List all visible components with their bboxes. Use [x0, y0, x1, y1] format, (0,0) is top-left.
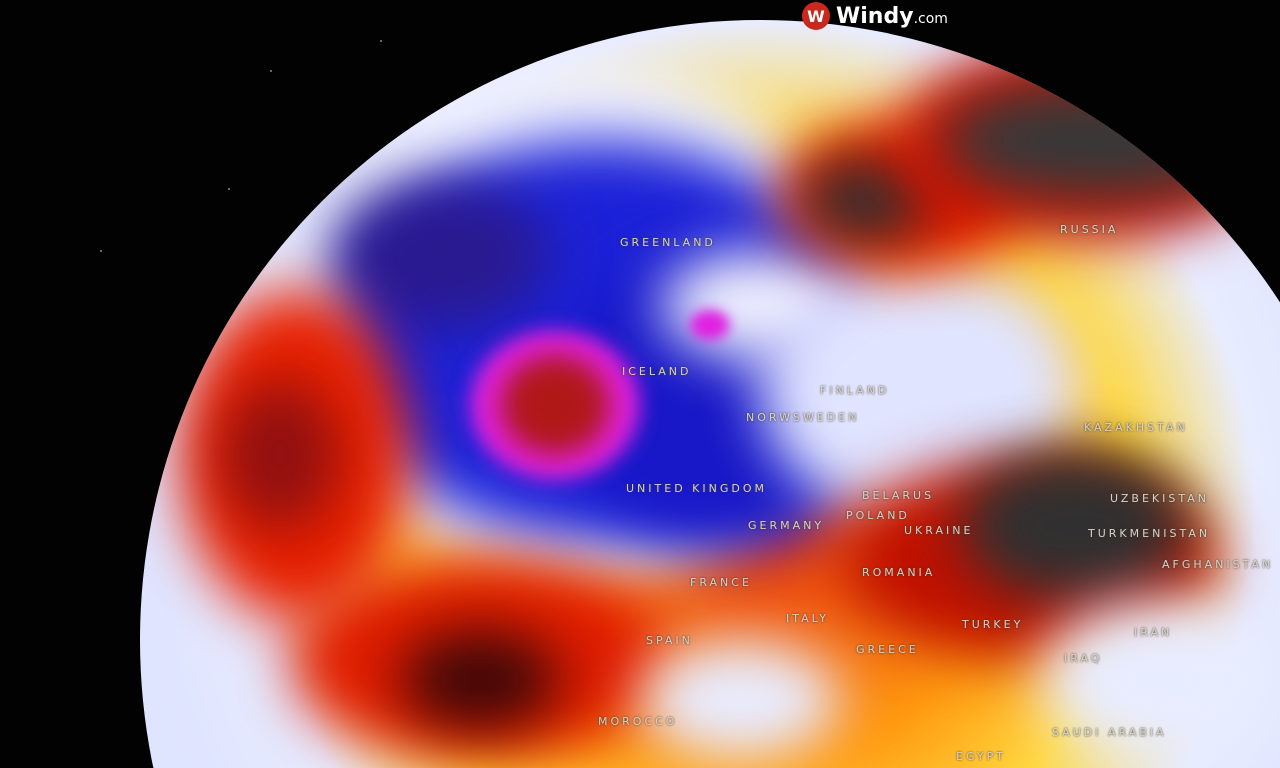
brand-name: Windy: [836, 3, 914, 29]
neutral-region: [640, 640, 840, 760]
country-label-ukraine: UKRAINE: [904, 524, 974, 537]
star: [100, 250, 102, 252]
globe[interactable]: [140, 20, 1280, 768]
country-label-france: FRANCE: [690, 576, 752, 589]
hot-region: [220, 380, 340, 530]
brand-wordmark: Windy.com: [836, 4, 948, 29]
very-hot-region: [940, 80, 1260, 200]
neutral-region: [1040, 600, 1280, 760]
country-label-spain: SPAIN: [646, 634, 693, 647]
country-label-russia: RUSSIA: [1060, 223, 1119, 236]
country-label-saudi-arabia: SAUDI ARABIA: [1052, 726, 1167, 739]
country-label-greenland: GREENLAND: [620, 236, 716, 249]
star: [270, 70, 272, 72]
very-cold-region: [690, 310, 730, 340]
country-label-romania: ROMANIA: [862, 566, 936, 579]
cyclone-core: [500, 355, 610, 455]
very-hot-region: [960, 450, 1190, 600]
country-label-turkey: TURKEY: [962, 618, 1024, 631]
country-label-italy: ITALY: [786, 612, 830, 625]
country-label-egypt: EGYPT: [956, 750, 1006, 763]
country-label-uzbekistan: UZBEKISTAN: [1110, 492, 1209, 505]
country-label-united-kingdom: UNITED KINGDOM: [626, 482, 767, 495]
windy-logo-icon: W: [802, 2, 830, 30]
country-label-kazakhstan: KAZAKHSTAN: [1084, 421, 1188, 434]
cold-region: [330, 180, 550, 330]
country-label-iraq: IRAQ: [1064, 652, 1103, 665]
country-label-greece: GREECE: [856, 643, 919, 656]
country-label-finland: FINLAND: [820, 384, 890, 397]
very-hot-region: [800, 160, 930, 240]
country-label-norway-sweden: NORWSWEDEN: [746, 411, 860, 424]
brand-suffix: .com: [913, 10, 948, 27]
country-label-iran: IRAN: [1134, 626, 1173, 639]
star: [380, 40, 382, 42]
country-label-turkmenistan: TURKMENISTAN: [1088, 527, 1211, 540]
very-hot-region: [400, 630, 560, 730]
country-label-belarus: BELARUS: [862, 489, 935, 502]
star: [228, 188, 230, 190]
country-label-germany: GERMANY: [748, 519, 825, 532]
country-label-morocco: MOROCCO: [598, 715, 678, 728]
windy-logo[interactable]: W Windy.com: [802, 2, 948, 30]
country-label-iceland: ICELAND: [622, 365, 692, 378]
country-label-poland: POLAND: [846, 509, 910, 522]
country-label-afghanistan: AFGHANISTAN: [1162, 558, 1274, 571]
